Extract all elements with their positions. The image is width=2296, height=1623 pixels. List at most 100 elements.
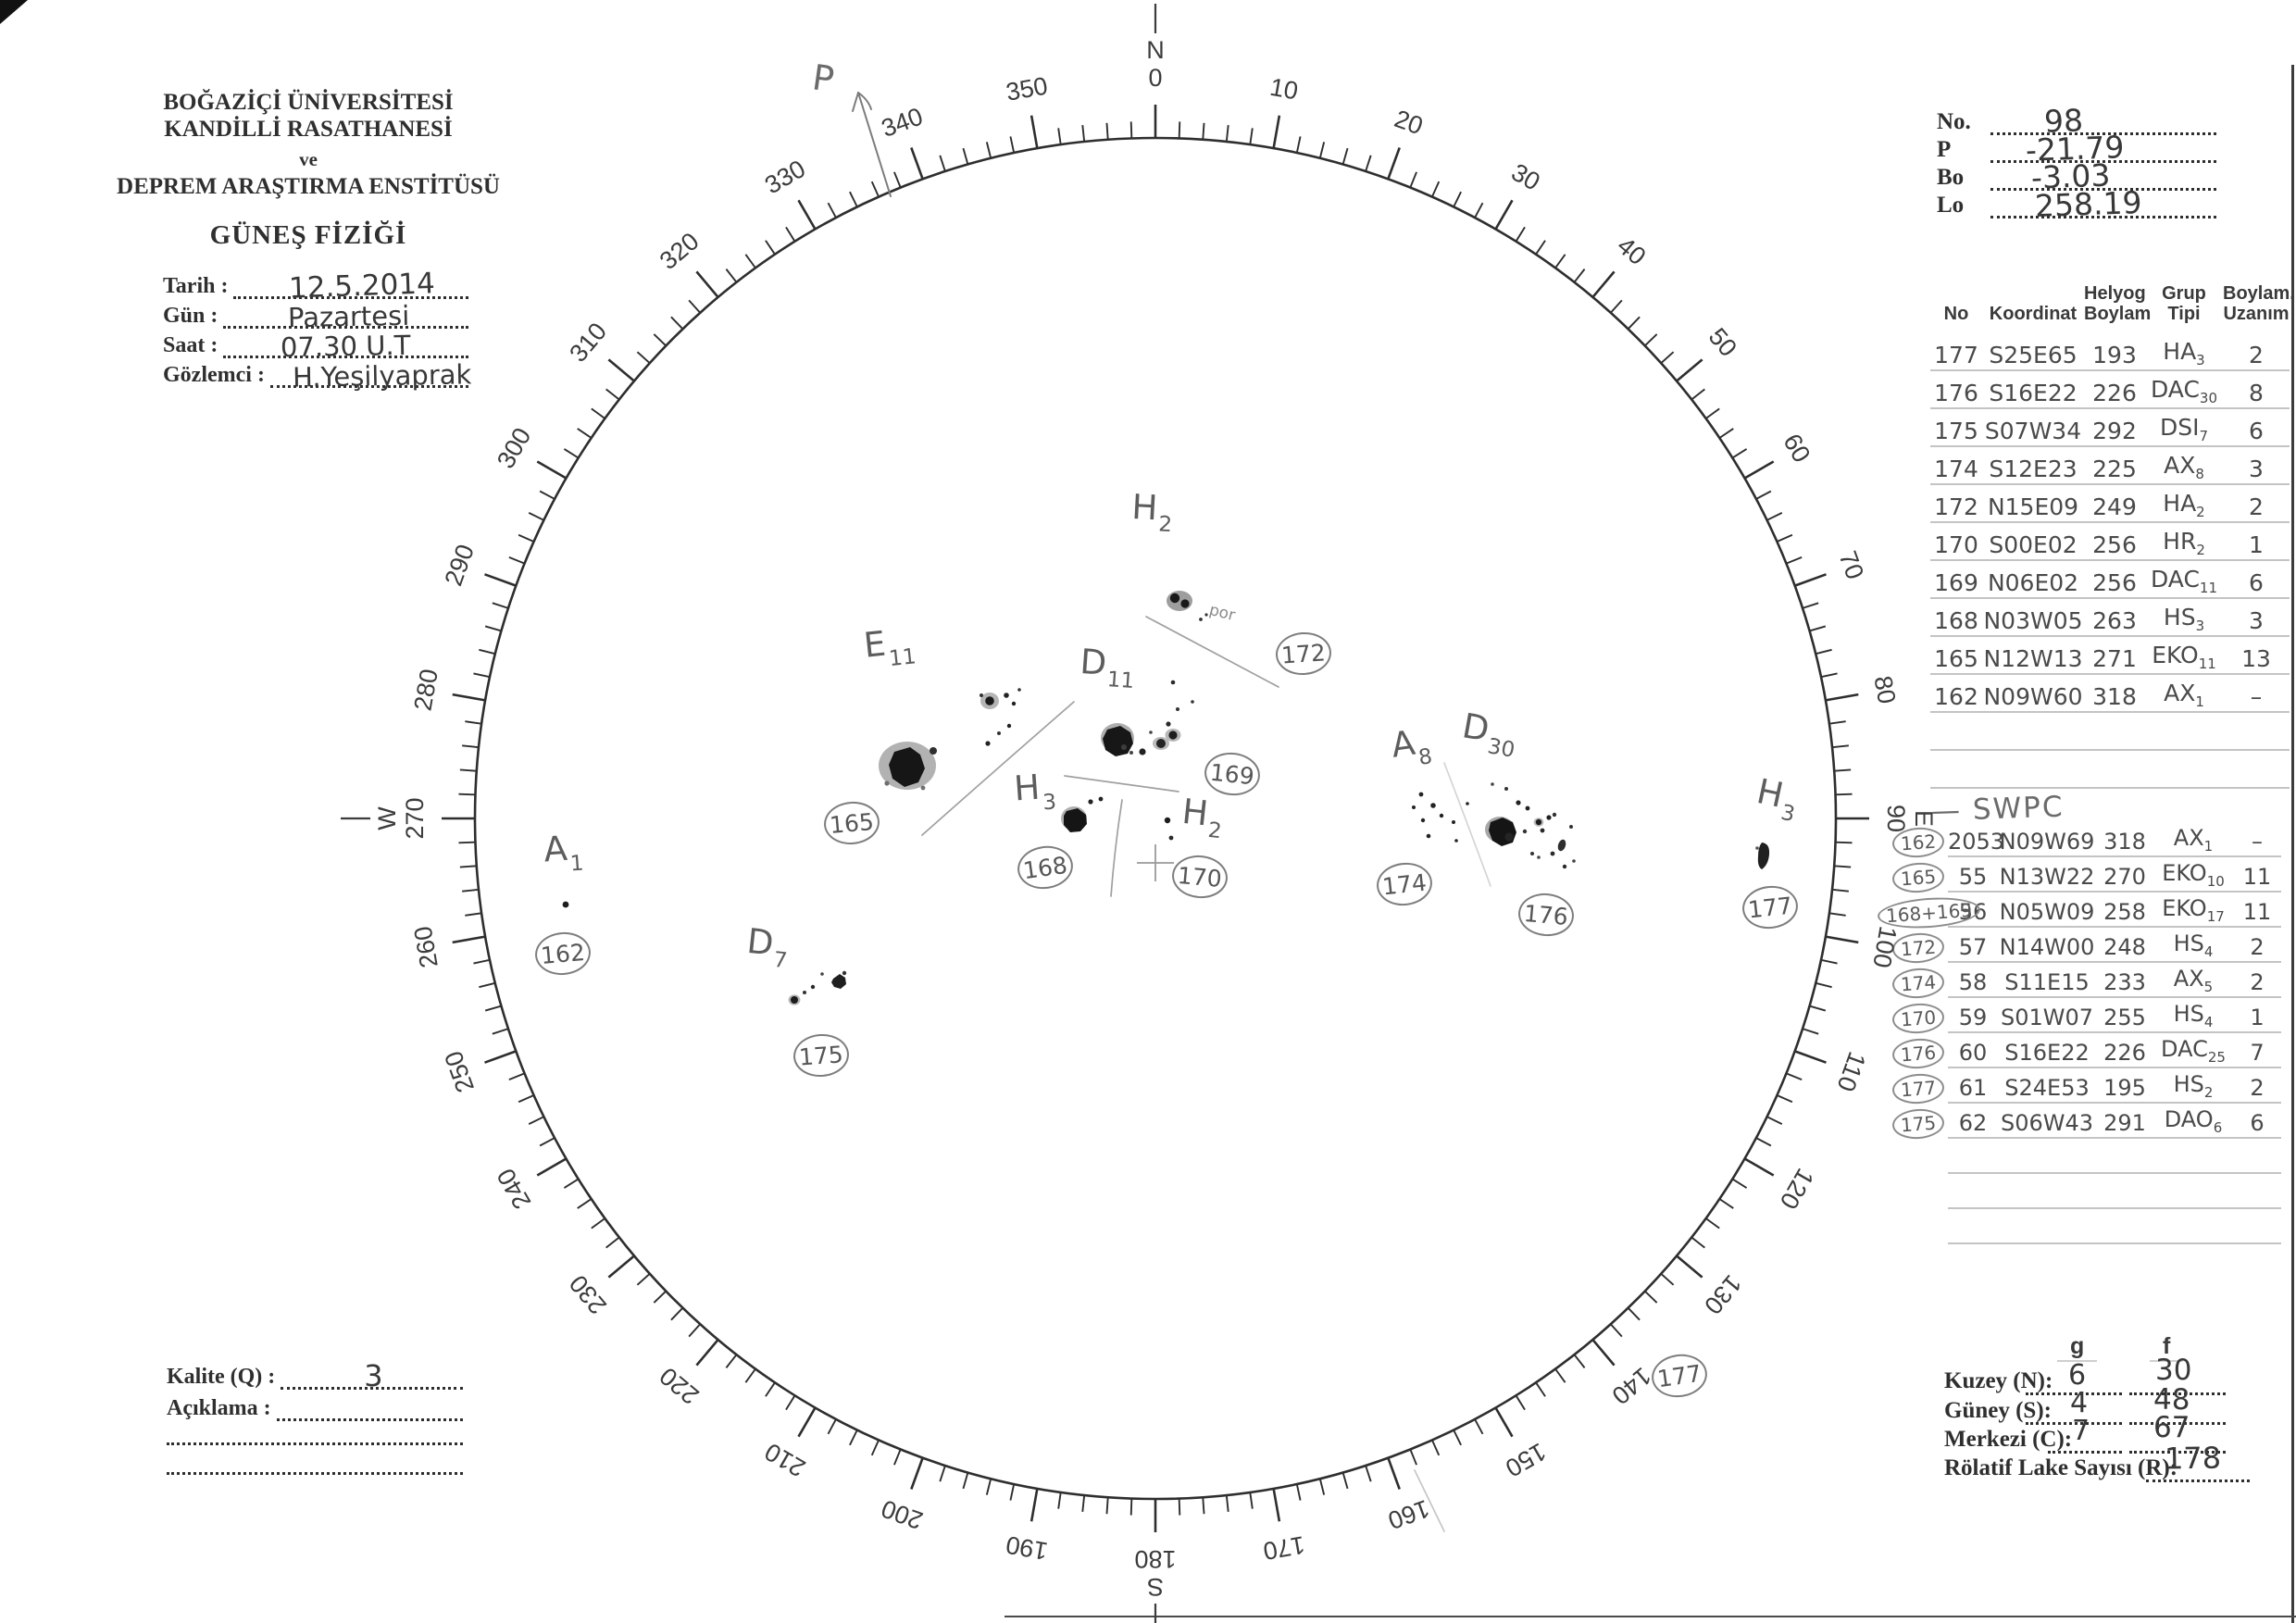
dial-tick xyxy=(1660,351,1675,364)
cell-uzanim: 3 xyxy=(2223,607,2290,637)
summary-label-guney: Güney (S): xyxy=(1944,1398,2052,1423)
dial-tick xyxy=(785,1394,796,1411)
group-letter: D xyxy=(1459,705,1492,750)
blank-dotted-line xyxy=(167,1437,463,1445)
group-divider-lines xyxy=(921,616,1491,1532)
cell-no: 170 xyxy=(1930,531,1982,561)
ephemeris-line: 258.19 xyxy=(1990,184,2216,224)
groups-table: 177 S25E65 193 HA3 2 176 S16E22 226 DAC30 8 175 S07… xyxy=(1930,333,2290,789)
cell-helyog: 226 xyxy=(2096,1040,2153,1068)
group-subscript: 1 xyxy=(568,851,585,877)
dial-tick xyxy=(1766,1116,1783,1125)
field-gun: Gün : Pazartesi xyxy=(163,300,468,333)
dial-tick xyxy=(985,142,992,159)
dial-tick xyxy=(1554,254,1566,268)
dial-degree-label: 20 xyxy=(1391,105,1426,140)
field-label: Gözlemci : xyxy=(163,363,265,387)
dial-tick xyxy=(484,625,502,632)
dial-tick xyxy=(785,226,796,243)
dial-tick xyxy=(744,254,756,268)
cell-helyog: 195 xyxy=(2096,1075,2153,1104)
summary-value-g: 4 xyxy=(2070,1387,2089,1419)
dial-tick xyxy=(465,720,482,725)
dial-tick xyxy=(1535,1381,1546,1397)
cell-helyog: 292 xyxy=(2084,418,2145,447)
field-aciklama: Açıklama : xyxy=(167,1396,463,1421)
cell-koordinat: S24E53 xyxy=(1998,1075,2096,1104)
dial-tick xyxy=(607,1255,635,1279)
cell-grup-tipi: HA2 xyxy=(2145,490,2223,523)
dial-tick xyxy=(893,171,902,188)
field-kalite: Kalite (Q) : 3 xyxy=(167,1358,463,1393)
dial-tick xyxy=(459,865,477,868)
group-subscript: 7 xyxy=(772,947,789,974)
dial-degree-label: 180 xyxy=(1134,1545,1176,1573)
cell-helyog: 255 xyxy=(2096,1005,2153,1033)
dial-tick xyxy=(1341,1472,1349,1490)
cell-koordinat: S01W07 xyxy=(1998,1005,2096,1033)
cell-koordinat: N03W05 xyxy=(1982,607,2084,637)
dial-tick xyxy=(1755,490,1772,500)
dial-tick xyxy=(1453,191,1462,207)
dial-tick xyxy=(1494,1406,1514,1438)
dial-tick xyxy=(765,240,776,256)
cell-koordinat: S11E15 xyxy=(1998,969,2096,998)
cell-no: 174 xyxy=(1930,456,1982,485)
blank-cell xyxy=(2153,1242,2233,1244)
blank-cell xyxy=(2145,748,2223,751)
dial-tick xyxy=(462,744,480,749)
dial-degree-label: 190 xyxy=(1004,1530,1050,1565)
dial-degree-label: 340 xyxy=(878,102,927,143)
dial-tick xyxy=(1644,1290,1658,1304)
dial-degree-label: 110 xyxy=(1831,1048,1871,1095)
cardinal-s: S xyxy=(1147,1573,1164,1601)
summary-label-kuzey: Kuzey (N): xyxy=(1944,1368,2053,1393)
section-title: GÜNEŞ FİZİĞİ xyxy=(209,220,407,250)
cell-koordinat: S25E65 xyxy=(1982,342,2084,371)
cell-uzanim: 8 xyxy=(2223,380,2290,409)
disk-center-cross xyxy=(1137,844,1174,881)
cell-grup-tipi: DAC30 xyxy=(2145,376,2223,409)
groups-table-row: 172 N15E09 249 HA2 2 xyxy=(1930,485,2290,523)
cell-swpc-no: 62 xyxy=(1948,1110,1998,1139)
scan-corner-artifact xyxy=(0,0,28,24)
cell-grup-tipi: DAO6 xyxy=(2153,1106,2233,1139)
cell-koordinat: S06W43 xyxy=(1998,1110,2096,1139)
dial-tick xyxy=(1809,625,1827,632)
dial-tick xyxy=(688,1323,701,1338)
summary-line xyxy=(2026,1387,2122,1395)
cell-grup-tipi: HS3 xyxy=(2145,604,2223,637)
dial-tick xyxy=(518,1094,534,1104)
cell-koordinat: N06E02 xyxy=(1982,569,2084,599)
cell-swpc-no: 2053 xyxy=(1948,829,2004,857)
dial-tick xyxy=(1660,1273,1675,1286)
group-letter: A xyxy=(1388,722,1418,766)
dial-degree-label: 170 xyxy=(1261,1530,1307,1565)
dial-tick xyxy=(1691,1236,1705,1249)
dial-tick xyxy=(1453,1429,1462,1446)
cell-no: 177 xyxy=(1930,342,1982,371)
blank-cell xyxy=(2096,1242,2153,1244)
dial-tick xyxy=(653,333,667,347)
dial-tick xyxy=(1515,1394,1526,1411)
dial-tick xyxy=(1081,1494,1086,1512)
dial-tick xyxy=(492,1028,509,1035)
dial-tick xyxy=(473,672,491,679)
dial-tick xyxy=(591,407,605,419)
cell-koordinat: N05W09 xyxy=(1998,899,2096,928)
dial-tick xyxy=(1365,155,1372,172)
dial-tick xyxy=(1610,1323,1623,1338)
cell-grup-tipi: HS2 xyxy=(2153,1071,2233,1104)
dial-tick xyxy=(1834,865,1852,868)
dial-tick xyxy=(1494,199,1514,231)
dial-tick xyxy=(670,1307,684,1321)
group-letter: H xyxy=(1179,791,1210,834)
dial-tick xyxy=(1474,1418,1484,1435)
blank-cell xyxy=(1982,748,2084,751)
dial-tick xyxy=(1591,1339,1616,1367)
cell-uzanim: 3 xyxy=(2223,456,2290,485)
cell-grup-tipi: AX1 xyxy=(2153,825,2233,857)
blank-cell xyxy=(1998,1171,2096,1174)
dial-tick xyxy=(1318,1478,1326,1495)
